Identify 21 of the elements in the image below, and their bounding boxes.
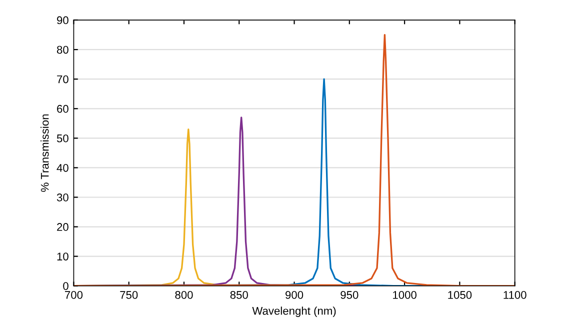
y-tick-label: 90 <box>57 16 68 24</box>
y-axis-title: % Transmission <box>40 114 49 192</box>
y-tick-label: 60 <box>57 104 68 113</box>
y-tick-label: 30 <box>56 194 68 202</box>
x-tick-label: 1050 <box>448 291 472 299</box>
x-tick-label: 950 <box>340 291 358 299</box>
x-axis-title: Wavelenght (nm) <box>252 306 336 317</box>
x-tick-label: 750 <box>120 291 138 299</box>
x-tick-label: 850 <box>230 291 248 299</box>
y-tick-label: 50 <box>56 134 68 142</box>
y-tick-label: 20 <box>57 223 68 231</box>
y-tick-label: 10 <box>57 252 68 260</box>
y-tick-label: 40 <box>56 164 68 172</box>
y-tick-label: 70 <box>57 75 68 84</box>
x-tick-label: 1100 <box>504 291 526 299</box>
x-tick-label: 1000 <box>393 291 416 299</box>
y-tick-label: 0 <box>63 282 68 290</box>
x-tick-label: 800 <box>175 291 193 299</box>
x-tick-label: 700 <box>65 291 83 299</box>
x-tick-label: 900 <box>286 291 304 299</box>
y-tick-label: 80 <box>56 46 68 54</box>
